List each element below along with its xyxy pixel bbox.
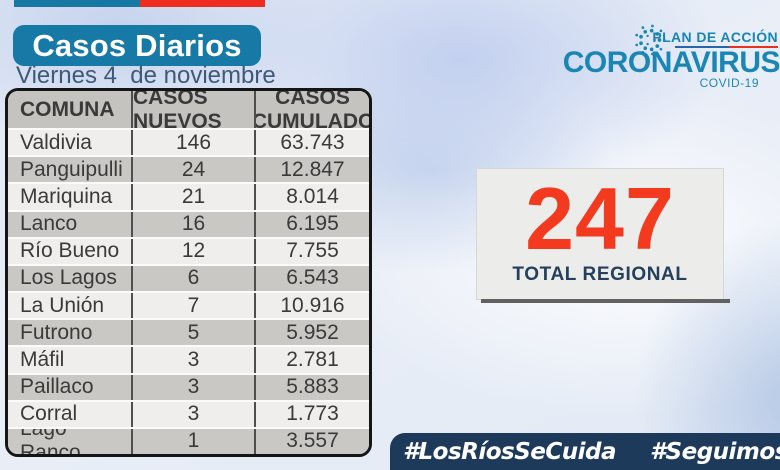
virus-icon [635,24,666,56]
table-row: Lanco 16 6.195 [8,211,369,237]
casos-nuevos-cell: 21 [131,184,254,210]
page-title-label: Casos Diarios [32,27,242,63]
table-row: Mariquina 21 8.014 [8,184,369,210]
table-header-row: COMUNA CASOS NUEVOS CASOS ACUMULADOS [8,91,369,128]
flag-bar-blue [14,0,140,7]
column-header-casos-nuevos: CASOS NUEVOS [131,91,254,128]
comuna-cell: Corral [20,402,78,426]
table-row: Futrono 5 5.952 [8,320,369,346]
casos-acumulados-cell: 6.195 [254,211,369,237]
coronavirus-wordmark: CORONAVIRUS [562,46,780,79]
comuna-cell: Máfil [20,347,65,371]
flag-accent-bar [14,0,265,7]
total-regional-card: 247 TOTAL REGIONAL [476,168,724,300]
report-date: Viernes 4 de noviembre [16,62,276,89]
comuna-cell: Paillaco [20,375,94,399]
covid19-label: COVID-19 [699,76,759,90]
casos-acumulados-cell: 6.543 [254,265,369,292]
casos-nuevos-cell: 1 [131,428,254,454]
hashtag-footer-bar: #LosRíosSeCuida #SeguimosCuidándonos [390,433,780,470]
table-row: Corral 3 1.773 [8,401,369,427]
casos-acumulados-cell: 3.557 [254,428,369,454]
comuna-cell: Futrono [20,320,93,344]
casos-acumulados-cell: 8.014 [254,184,369,210]
comuna-cell: Mariquina [20,184,113,208]
table-row: Paillaco 3 5.883 [8,374,369,400]
casos-nuevos-cell: 3 [131,347,254,373]
comuna-cell: Lago Ranco [20,428,81,455]
casos-nuevos-cell: 16 [131,211,254,237]
total-regional-label: TOTAL REGIONAL [512,264,688,286]
comuna-cell: Los Lagos [20,266,117,290]
total-regional-value: 247 [525,168,675,268]
plan-underline-red [728,46,778,48]
casos-nuevos-cell: 5 [131,320,254,346]
casos-acumulados-cell: 5.952 [254,320,369,346]
comuna-cell: Panguipulli [20,157,123,181]
plan-underline [675,46,778,48]
table-row: Lago Ranco 1 3.557 [8,428,369,455]
table-row: Río Bueno 12 7.755 [8,238,369,264]
card-shadow-line [481,299,730,303]
casos-nuevos-cell: 3 [131,401,254,427]
table-row: Valdivia 146 63.743 [8,130,369,156]
cases-table: COMUNA CASOS NUEVOS CASOS ACUMULADOS Val… [5,88,372,457]
casos-nuevos-cell: 146 [131,130,254,156]
casos-acumulados-cell: 2.781 [254,347,369,373]
plan-de-accion-label: PLAN DE ACCIÓN [652,29,778,45]
comuna-cell: Valdivia [20,130,92,154]
casos-acumulados-cell: 5.883 [254,374,369,400]
casos-acumulados-cell: 1.773 [254,401,369,427]
plan-underline-blue [675,46,729,48]
casos-acumulados-cell: 7.755 [254,238,369,264]
casos-acumulados-cell: 63.743 [254,130,369,156]
hashtag-seguimos: #SeguimosCuidándonos [650,438,780,465]
table-row: Los Lagos 6 6.543 [8,265,369,292]
casos-nuevos-cell: 12 [131,238,254,264]
table-row: Panguipulli 24 12.847 [8,157,369,183]
comuna-cell: Lanco [20,212,78,236]
casos-nuevos-cell: 6 [131,265,254,292]
column-header-comuna: COMUNA [20,97,115,121]
table-row: Máfil 3 2.781 [8,347,369,373]
casos-nuevos-cell: 7 [131,293,254,319]
casos-acumulados-cell: 10.916 [254,293,369,319]
flag-bar-red [139,0,265,7]
page-title: Casos Diarios [13,25,261,66]
casos-acumulados-cell: 12.847 [254,157,369,183]
comuna-cell: Río Bueno [20,239,120,263]
column-header-casos-acumulados: CASOS ACUMULADOS [254,91,369,128]
table-row: La Unión 7 10.916 [8,293,369,319]
casos-nuevos-cell: 3 [131,374,254,400]
casos-nuevos-cell: 24 [131,157,254,183]
hashtag-losrios: #LosRíosSeCuida [403,438,617,465]
comuna-cell: La Unión [20,293,105,317]
